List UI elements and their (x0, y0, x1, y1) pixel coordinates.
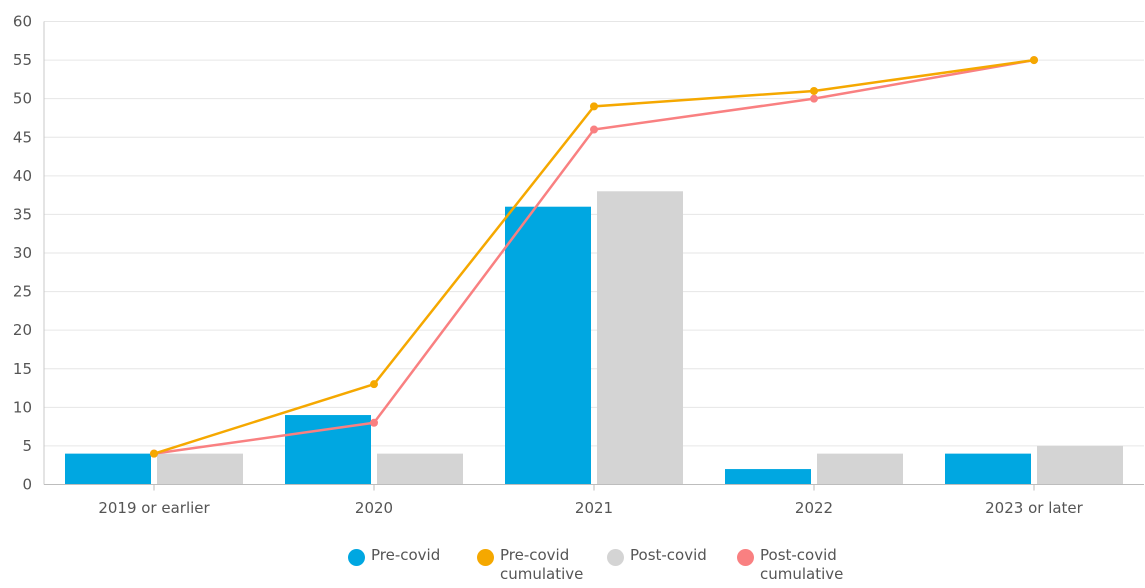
point-post-covid-cumulative (370, 418, 378, 427)
bar-post-covid (377, 453, 463, 485)
pre-covid-cumulative-swatch-icon (477, 549, 494, 566)
bar-post-covid (157, 453, 243, 485)
y-tick-label: 30 (13, 244, 32, 262)
legend-label: Post-covid cumulative (760, 546, 844, 583)
y-tick-label: 35 (13, 205, 32, 223)
legend-item-post-covid[interactable]: Post-covid (607, 546, 707, 566)
bar-pre-covid (725, 469, 811, 485)
bar-pre-covid (65, 453, 151, 485)
post-covid-swatch-icon (607, 549, 624, 566)
legend-item-pre-covid[interactable]: Pre-covid (348, 546, 440, 566)
point-pre-covid-cumulative (370, 380, 378, 389)
y-tick-label: 45 (13, 128, 32, 146)
point-pre-covid-cumulative (150, 449, 158, 458)
point-pre-covid-cumulative (590, 102, 598, 111)
legend-item-post-covid-cumulative[interactable]: Post-covid cumulative (737, 546, 843, 584)
legend-item-pre-covid-cumulative[interactable]: Pre-covid cumulative (477, 546, 583, 584)
bar-pre-covid (505, 206, 591, 485)
point-pre-covid-cumulative (810, 86, 818, 95)
y-tick-label: 15 (13, 360, 32, 378)
line-post-covid-cumulative (153, 58, 1035, 455)
y-tick-label: 55 (13, 51, 32, 69)
point-post-covid-cumulative (590, 125, 598, 134)
bar-pre-covid (285, 415, 371, 485)
x-tick-label: 2020 (355, 499, 393, 517)
x-tick-label: 2023 or later (985, 499, 1084, 517)
point-pre-covid-cumulative (1030, 56, 1038, 65)
x-tick-label: 2019 or earlier (98, 499, 210, 517)
legend: Pre-covid Pre-covid cumulative Post-covi… (0, 546, 1145, 588)
y-tick-label: 50 (13, 90, 32, 108)
bar-post-covid (597, 191, 683, 485)
y-tick-label: 0 (22, 476, 32, 494)
x-tick-label: 2022 (795, 499, 833, 517)
bar-pre-covid (945, 453, 1031, 485)
legend-label: Pre-covid cumulative (500, 546, 584, 583)
bar-post-covid (817, 453, 903, 485)
bar-post-covid (1037, 445, 1123, 485)
y-tick-label: 60 (13, 13, 32, 31)
point-post-covid-cumulative (810, 94, 818, 103)
x-tick-label: 2021 (575, 499, 613, 517)
y-tick-label: 10 (13, 398, 32, 416)
legend-label: Pre-covid (371, 546, 441, 564)
combo-chart: 0 5 10 15 20 25 30 35 40 45 50 55 60 2019 or earlier 2… (13, 13, 1144, 517)
line-pre-covid-cumulative (153, 58, 1035, 455)
post-covid-cumulative-swatch-icon (737, 549, 754, 566)
legend-label: Post-covid (630, 546, 707, 564)
pre-covid-swatch-icon (348, 549, 365, 566)
y-tick-label: 25 (13, 283, 32, 301)
y-tick-label: 5 (22, 437, 32, 455)
y-tick-label: 20 (13, 321, 32, 339)
y-tick-label: 40 (13, 167, 32, 185)
